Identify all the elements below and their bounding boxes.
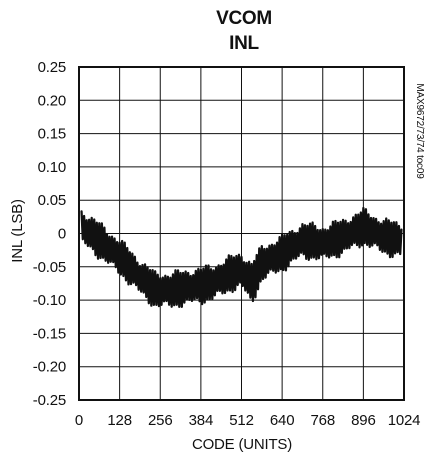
x-axis-ticks: 0 128 256 384 512 640 768 896 1024	[75, 412, 421, 429]
chart-title: VCOM INL	[216, 8, 272, 54]
y-tick-label: 0	[58, 226, 66, 243]
y-tick-label: -0.25	[33, 392, 66, 409]
plot-frame	[78, 66, 405, 401]
inl-trace-line	[80, 206, 403, 309]
y-tick-label: 0.20	[38, 92, 66, 109]
x-tick-label: 256	[148, 412, 172, 429]
x-tick-label: 128	[107, 412, 131, 429]
x-axis-label: CODE (UNITS)	[192, 436, 292, 453]
chart-title-line-vcom: VCOM	[216, 8, 272, 29]
x-tick-label: 896	[351, 412, 375, 429]
y-tick-label: -0.10	[33, 292, 66, 309]
y-tick-label: -0.15	[33, 325, 66, 342]
x-tick-label: 384	[189, 412, 213, 429]
x-tick-label: 0	[75, 412, 83, 429]
x-tick-label: 512	[229, 412, 253, 429]
y-axis-label: INL (LSB)	[9, 199, 26, 263]
y-tick-label: 0.10	[38, 159, 66, 176]
y-tick-label: 0.15	[38, 126, 66, 143]
x-tick-label: 1024	[388, 412, 421, 429]
chart-title-line-inl: INL	[229, 33, 259, 54]
y-tick-label: 0.05	[38, 192, 66, 209]
y-tick-label: -0.20	[33, 359, 66, 376]
y-tick-label: -0.05	[33, 259, 66, 276]
x-tick-label: 768	[311, 412, 335, 429]
grid	[79, 67, 404, 400]
y-tick-label: 0.25	[38, 59, 66, 76]
y-axis-ticks: 0.25 0.20 0.15 0.10 0.05 0 -0.05 -0.10 -0.15 -0.2…	[33, 59, 66, 409]
x-tick-label: 640	[270, 412, 294, 429]
inl-trace	[80, 206, 403, 309]
watermark-text: MAX9672/73/74 toc09	[414, 83, 425, 179]
